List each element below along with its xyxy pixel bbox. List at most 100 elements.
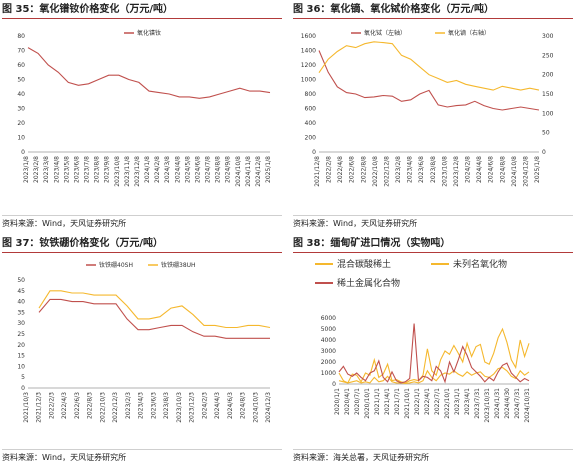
y-tick-label: 400: [305, 120, 317, 127]
x-tick-label: 2023/9/8: [104, 156, 111, 183]
y-tick-label: 1600: [301, 33, 316, 40]
source-rule: [2, 449, 282, 450]
y-tick-label: 0: [21, 149, 25, 156]
x-tick-label: 2023/2/3: [125, 392, 132, 419]
y-tick-label: 200: [305, 135, 317, 142]
legend-label: 混合碳酸稀土: [337, 258, 391, 270]
x-tick-label: 2022/2/3: [48, 392, 55, 419]
x-tick-label: 2024/1/31: [494, 388, 501, 419]
x-tick-label: 2022/12/8: [383, 156, 390, 187]
x-tick-label: 2025/1/8: [265, 156, 272, 183]
series-line-0: [27, 47, 271, 99]
x-tick-label: 2022/2/8: [326, 156, 333, 183]
x-tick-label: 2023/2/8: [395, 156, 402, 183]
x-tick-label: 2023/6/3: [150, 392, 157, 419]
title-rule: [293, 252, 573, 253]
x-tick-label: 2023/3/8: [43, 156, 50, 183]
x-tick-label: 2023/6/8: [418, 156, 425, 183]
y-tick-label: 0: [21, 385, 25, 392]
x-tick-label: 2020/10/1: [364, 388, 371, 419]
y-tick-label: 6000: [321, 315, 336, 322]
y-tick-label: 0: [312, 149, 316, 156]
y-tick-label: 10: [17, 135, 25, 142]
x-tick-label: 2023/4/3: [138, 392, 145, 419]
x-tick-label: 2024/12/3: [265, 392, 272, 423]
y-tick-label: 3000: [321, 348, 336, 355]
y-tick-label: 1400: [301, 48, 316, 55]
x-tick-label: 2024/4/8: [174, 156, 181, 183]
x-tick-label: 2024/6/8: [194, 156, 201, 183]
x-tick-label: 2024/12/8: [255, 156, 262, 187]
x-tick-label: 2023/8/8: [430, 156, 437, 183]
x-tick-label: 2024/3/8: [164, 156, 171, 183]
y-tick-label: 10: [17, 363, 25, 370]
x-tick-label: 2023/6/8: [73, 156, 80, 183]
x-tick-label: 2022/6/8: [349, 156, 356, 183]
x-tick-label: 2024/10/8: [235, 156, 242, 187]
y-tick-label: 30: [17, 106, 25, 113]
x-tick-label: 2022/10/8: [372, 156, 379, 187]
y-tick-label: 1000: [321, 370, 336, 377]
chart-ndfeb: 0 5 10 15 20 25 30 35 40 45 50 2021/10/3 2021/12/3 20…: [17, 261, 272, 423]
x-tick-label: 2024/4/30: [504, 388, 511, 419]
y2-tick-label: 50: [542, 130, 550, 137]
x-tick-label: 2024/9/8: [225, 156, 232, 183]
y-tick-label: 80: [17, 33, 25, 40]
y-tick-label: 45: [17, 288, 25, 295]
legend-label: 钕铁硼40SH: [99, 261, 133, 269]
panel-dy-tb-oxide: 图 36：氧化镝、氧化铽价格变化（万元/吨） 0 200 400 600 800 1000…: [293, 0, 577, 230]
x-tick-label: 2024/2/8: [465, 156, 472, 183]
x-tick-label: 2020/1/1: [334, 388, 341, 415]
chart-myanmar-imports: 0 1000 2000 3000 4000 5000 6000 2020/1/1 2020/4/…: [315, 258, 531, 423]
y-tick-label: 50: [17, 77, 25, 84]
x-tick-label: 2021/10/3: [23, 392, 30, 423]
x-tick-label: 2024/11/8: [245, 156, 252, 187]
legend-label: 氧化镨钕: [137, 29, 161, 37]
y-tick-label: 50: [17, 277, 25, 284]
x-tick-label: 2023/12/8: [453, 156, 460, 187]
chart-title: 图 37：钕铁硼价格变化（万元/吨）: [2, 238, 164, 249]
x-tick-label: 2021/10/1: [404, 388, 411, 419]
x-tick-label: 2024/10/31: [524, 388, 531, 423]
y-tick-label: 35: [17, 309, 25, 316]
y-tick-label: 0: [332, 381, 336, 388]
y-tick-label: 1200: [301, 62, 316, 69]
x-tick-label: 2021/7/1: [394, 388, 401, 415]
x-tick-label: 2023/5/8: [63, 156, 70, 183]
y2-tick-label: 250: [542, 52, 554, 59]
x-tick-label: 2024/1/8: [144, 156, 151, 183]
x-tick-label: 2023/4/8: [407, 156, 414, 183]
x-tick-label: 2022/10/3: [99, 392, 106, 423]
title-rule: [293, 18, 573, 19]
x-tick-label: 2024/8/8: [499, 156, 506, 183]
y2-tick-label: 100: [542, 110, 554, 117]
y-tick-label: 800: [305, 91, 317, 98]
x-tick-label: 2023/7/8: [84, 156, 91, 183]
y-tick-label: 5000: [321, 326, 336, 333]
y2-tick-label: 0: [542, 149, 546, 156]
legend-label: 未列名氧化物: [453, 258, 507, 270]
y-tick-label: 4000: [321, 337, 336, 344]
x-tick-label: 2023/2/8: [33, 156, 40, 183]
y-tick-label: 20: [17, 342, 25, 349]
x-tick-label: 2024/4/8: [476, 156, 483, 183]
chart-ndpr-oxide: 0 10 20 30 40 50 60 70 80 2023/1/8 2023/2/8 2023/3/…: [17, 29, 272, 187]
y2-tick-label: 200: [542, 72, 554, 79]
x-tick-label: 2023/8/8: [94, 156, 101, 183]
y-tick-label: 1000: [301, 77, 316, 84]
x-tick-label: 2023/1/1: [454, 388, 461, 415]
x-tick-label: 2024/4/3: [214, 392, 221, 419]
legend-label: 钕铁硼38UH: [161, 261, 196, 269]
y-tick-label: 5: [21, 374, 25, 381]
x-tick-label: 2021/12/3: [36, 392, 43, 423]
x-tick-label: 2024/5/8: [184, 156, 191, 183]
x-tick-label: 2023/12/8: [134, 156, 141, 187]
x-tick-label: 2023/4/8: [53, 156, 60, 183]
x-tick-label: 2022/8/8: [360, 156, 367, 183]
x-tick-label: 2024/6/8: [488, 156, 495, 183]
title-rule: [2, 252, 282, 253]
x-tick-label: 2023/10/31: [484, 388, 491, 423]
x-tick-label: 2022/4/3: [61, 392, 68, 419]
panel-myanmar-imports: 图 38：缅甸矿进口情况（实物吨） 0 1000 2000 3000 4000 5000 6…: [293, 234, 577, 464]
source-note: 资料来源：Wind，天风证券研究所: [2, 453, 127, 462]
